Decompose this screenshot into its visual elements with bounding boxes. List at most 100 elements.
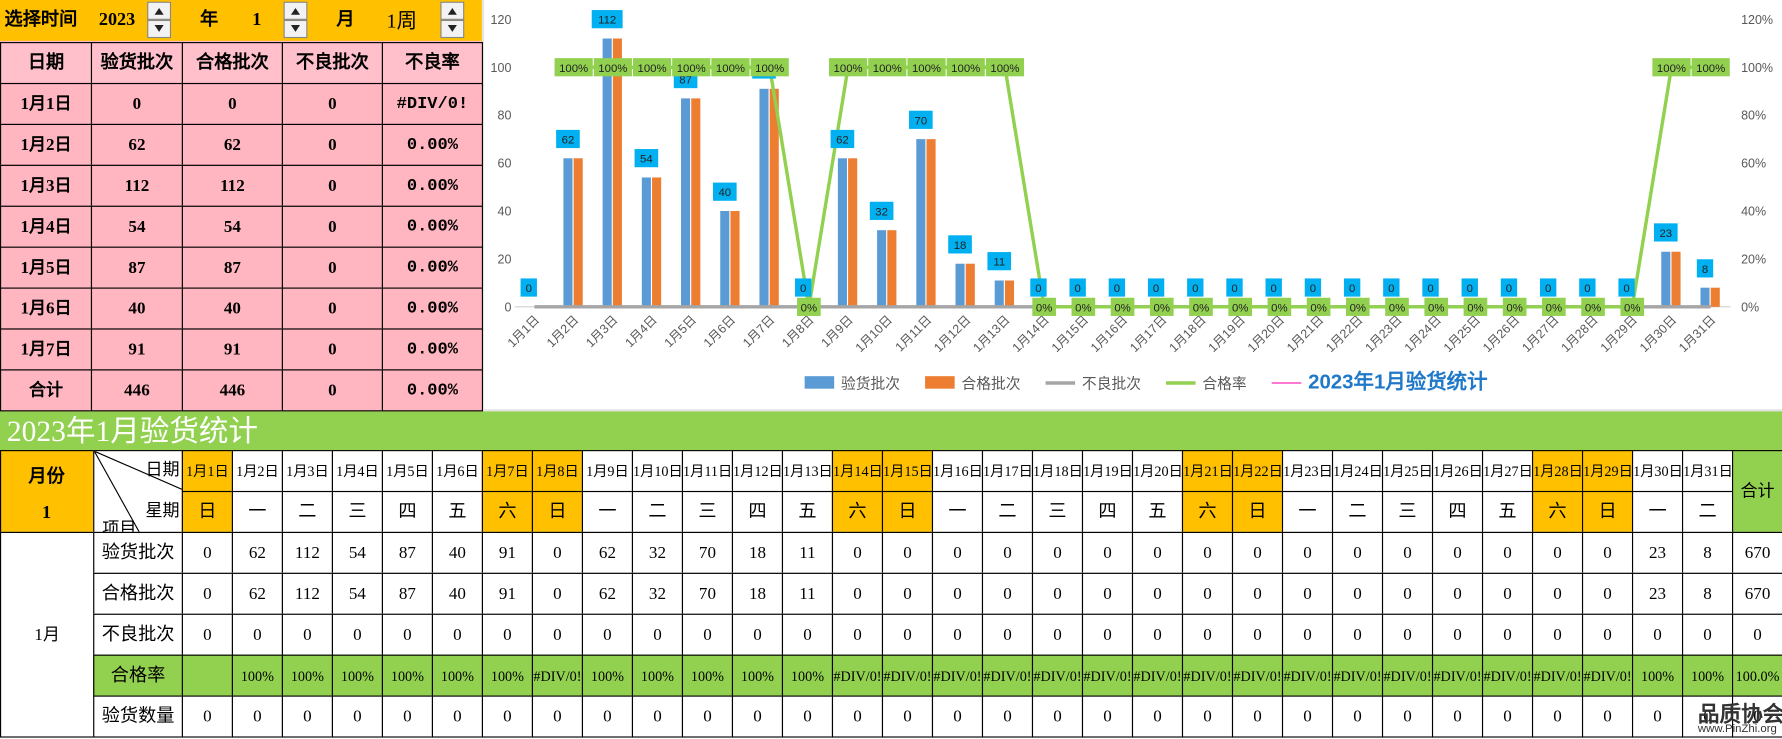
rate-label-box — [946, 58, 985, 77]
data-cell: 11 — [781, 572, 834, 615]
rate-label: 100% — [598, 63, 627, 75]
data-label-box — [712, 182, 737, 201]
data-cell: 0 — [1281, 613, 1334, 656]
summary-cell: 112 — [181, 164, 283, 207]
data-cell: 0 — [1231, 572, 1284, 615]
data-cell: #DIV/0! — [1231, 654, 1284, 697]
rate-label-box — [1652, 58, 1691, 77]
weekday-cell: 日 — [881, 490, 934, 534]
y-tick-label: 20 — [498, 252, 512, 266]
data-label: 0 — [1035, 283, 1041, 295]
x-tick-label: 1月17日 — [1127, 313, 1169, 355]
summary-header-cell: 日期 — [0, 42, 93, 85]
rate-label: 100% — [873, 63, 902, 75]
bar — [1710, 287, 1720, 307]
y-tick-label: 120 — [491, 13, 512, 27]
data-cell: #DIV/0! — [1481, 654, 1534, 697]
data-cell: 0 — [1331, 695, 1384, 738]
data-cell: #DIV/0! — [1031, 654, 1084, 697]
data-label-box — [1539, 278, 1557, 297]
weekday-cell: 四 — [731, 490, 784, 534]
bar — [994, 280, 1004, 307]
rate-label: 100% — [677, 63, 706, 75]
data-cell: 0 — [1481, 613, 1534, 656]
x-tick-label: 1月20日 — [1245, 313, 1287, 355]
data-cell: 0 — [1531, 613, 1584, 656]
data-label: 0 — [1075, 283, 1081, 295]
data-cell: 0 — [1531, 695, 1584, 738]
summary-header-cell: 验货批次 — [90, 42, 183, 85]
watermark-url: www.PinZhi.org — [1697, 722, 1777, 736]
data-cell: 0 — [1381, 531, 1434, 574]
data-cell: 112 — [281, 572, 333, 615]
data-cell: 0 — [781, 695, 834, 738]
summary-cell: 54 — [181, 205, 283, 248]
data-label: 0 — [800, 283, 806, 295]
month-value: 1 — [252, 10, 262, 30]
x-tick-label: 1月18日 — [1166, 313, 1208, 355]
data-cell: 0 — [181, 695, 233, 738]
data-label: 0 — [1349, 283, 1355, 295]
date-cell: 1月2日 — [231, 450, 283, 493]
date-cell: 1月28日 — [1531, 450, 1584, 493]
data-cell: 100% — [681, 654, 734, 697]
data-cell: 100% — [781, 654, 834, 697]
data-cell: 0 — [531, 572, 584, 615]
data-label-box — [1500, 278, 1518, 297]
y-tick-label: 40 — [498, 205, 512, 219]
data-cell: 0 — [1281, 695, 1334, 738]
data-cell: 0 — [1331, 613, 1384, 656]
data-cell: 0 — [1181, 572, 1234, 615]
rate-label-box — [1345, 297, 1370, 316]
data-cell: 0 — [1481, 695, 1534, 738]
x-tick-label: 1月24日 — [1402, 313, 1444, 355]
rate-label-box — [1071, 297, 1096, 316]
date-cell: 1月30日 — [1631, 450, 1684, 493]
rate-label: 0% — [1193, 302, 1209, 314]
rate-label-box — [1385, 297, 1409, 316]
y-tick-label: 60 — [498, 157, 512, 171]
x-tick-label: 1月8日 — [779, 313, 816, 350]
date-cell: 1月8日 — [531, 450, 584, 493]
selector-label: 选择时间 — [4, 10, 78, 30]
data-cell: 18 — [731, 572, 784, 615]
row-label: 不良批次 — [93, 613, 183, 656]
date-cell: 1月20日 — [1131, 450, 1184, 493]
bar — [720, 211, 730, 307]
data-cell: 18 — [731, 531, 784, 574]
data-cell: 32 — [631, 572, 684, 615]
summary-cell: #DIV/0! — [381, 82, 484, 126]
x-tick-label: 1月30日 — [1637, 313, 1679, 355]
diagonal-cell — [93, 450, 183, 534]
rate-label-box — [1463, 297, 1488, 316]
data-cell: 0 — [1031, 572, 1084, 615]
date-cell: 1月12日 — [731, 450, 784, 493]
data-cell: #DIV/0! — [1081, 654, 1134, 697]
data-cell: 54 — [331, 572, 383, 615]
rate-label-box — [1110, 297, 1135, 316]
date-cell: 1月3日 — [281, 450, 333, 493]
data-label-box — [520, 278, 537, 297]
date-cell: 1月9日 — [581, 450, 634, 493]
data-cell: #DIV/0! — [931, 654, 984, 697]
data-cell: 0 — [1531, 531, 1584, 574]
weekday-cell: 二 — [1331, 490, 1384, 534]
bar — [759, 88, 769, 307]
rate-label: 0% — [801, 302, 817, 314]
x-tick-label: 1月9日 — [818, 313, 855, 350]
data-cell: 0 — [731, 695, 784, 738]
data-label: 0 — [526, 283, 532, 295]
row-label: 验货批次 — [93, 531, 183, 574]
data-label-box — [1030, 278, 1047, 297]
date-cell: 1月26日 — [1431, 450, 1484, 493]
data-cell: 0 — [381, 695, 433, 738]
rate-label: 100% — [1696, 63, 1725, 75]
legend-label: 合格率 — [1202, 376, 1247, 393]
summary-cell: 40 — [181, 287, 283, 330]
data-cell: 0 — [1231, 695, 1284, 738]
x-tick-label: 1月16日 — [1088, 313, 1130, 355]
data-cell: 0 — [981, 572, 1034, 615]
data-label-box — [634, 149, 659, 168]
rate-label-box — [1228, 297, 1253, 316]
rate-label: 0% — [1506, 302, 1522, 314]
